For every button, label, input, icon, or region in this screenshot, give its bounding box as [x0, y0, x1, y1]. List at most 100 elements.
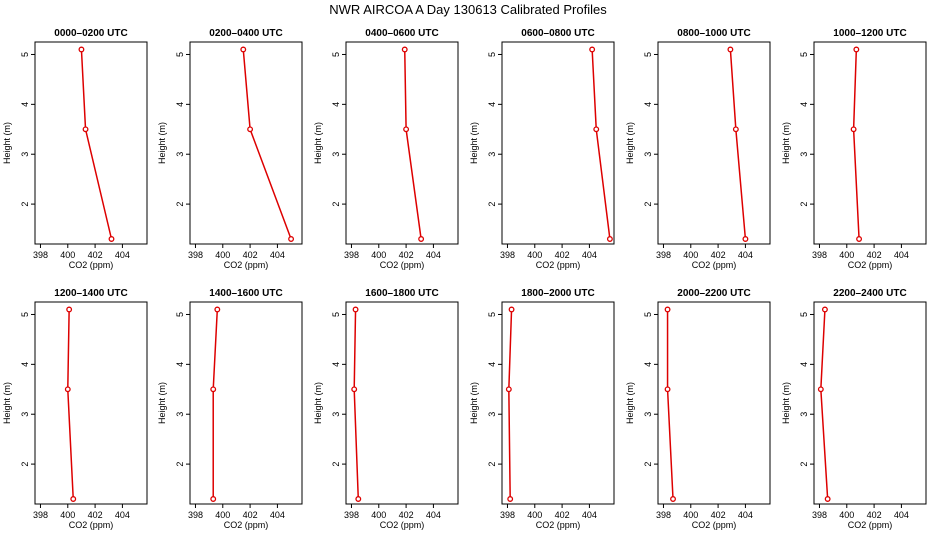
data-point	[593, 126, 600, 133]
y-tick-label: 2	[643, 202, 653, 207]
x-tick-label: 402	[555, 510, 570, 520]
y-axis-label: Height (m)	[313, 122, 323, 164]
x-tick-label: 404	[894, 250, 909, 260]
y-tick-label: 2	[487, 202, 497, 207]
y-tick-label: 3	[799, 412, 809, 417]
x-tick-label: 400	[60, 510, 75, 520]
panel-5: 1000–1200 UTC 398 400 402 404 2 3 4 5 CO2 (ppm) He…	[781, 28, 927, 270]
y-tick-label: 4	[643, 362, 653, 367]
y-tick-label: 4	[487, 102, 497, 107]
panel-11: 2200–2400 UTC 398 400 402 404 2 3 4 5 CO2 (ppm) He…	[781, 288, 927, 530]
y-tick-label: 2	[331, 202, 341, 207]
x-tick-label: 402	[711, 250, 726, 260]
y-tick-label: 5	[487, 312, 497, 317]
plot-frame	[34, 301, 148, 505]
panel-title: 1000–1200 UTC	[833, 28, 906, 39]
y-axis-label: Height (m)	[781, 382, 791, 424]
panel-title: 0400–0600 UTC	[365, 28, 438, 39]
plot-frame	[501, 41, 615, 245]
y-tick-label: 3	[643, 412, 653, 417]
panels-group: 0000–0200 UTC 398 400 402 404 2 3 4 5 CO2 (ppm) He…	[2, 28, 927, 530]
x-tick-label: 404	[270, 250, 285, 260]
x-axis-label: CO2 (ppm)	[224, 260, 269, 270]
profile-line	[353, 309, 360, 500]
x-tick-label: 398	[188, 510, 203, 520]
panel-1: 0200–0400 UTC 398 400 402 404 2 3 4 5 CO2 (ppm) He…	[157, 28, 303, 270]
data-point	[82, 126, 89, 133]
data-point	[505, 386, 512, 393]
y-tick-label: 4	[20, 102, 30, 107]
data-point	[664, 306, 671, 313]
x-tick-label: 398	[656, 250, 671, 260]
data-point	[732, 126, 739, 133]
x-tick-label: 400	[527, 510, 542, 520]
data-point	[351, 386, 358, 393]
x-axis-label: CO2 (ppm)	[380, 260, 425, 270]
x-tick-label: 400	[371, 510, 386, 520]
x-axis-label: CO2 (ppm)	[69, 520, 114, 530]
y-tick-label: 2	[20, 202, 30, 207]
x-axis-label: CO2 (ppm)	[224, 520, 269, 530]
x-tick-label: 398	[344, 510, 359, 520]
data-point	[589, 46, 596, 53]
x-tick-label: 404	[582, 250, 597, 260]
panel-6: 1200–1400 UTC 398 400 402 404 2 3 4 5 CO2 (ppm) He…	[2, 288, 148, 530]
profile-line	[666, 309, 674, 500]
panel-3: 0600–0800 UTC 398 400 402 404 2 3 4 5 CO2 (ppm) He…	[469, 28, 615, 270]
data-point	[824, 496, 831, 502]
panel-4: 0800–1000 UTC 398 400 402 404 2 3 4 5 CO2 (ppm) He…	[625, 28, 771, 270]
y-axis-label: Height (m)	[469, 122, 479, 164]
panel-title: 1200–1400 UTC	[54, 288, 127, 299]
plot-frame	[813, 41, 927, 245]
plot-frame	[189, 301, 303, 505]
plot-frame	[345, 41, 459, 245]
x-tick-label: 400	[839, 250, 854, 260]
y-tick-label: 5	[175, 312, 185, 317]
x-tick-label: 398	[656, 510, 671, 520]
data-point	[70, 496, 77, 502]
y-tick-label: 2	[643, 462, 653, 467]
profile-line	[852, 49, 860, 240]
y-tick-label: 3	[331, 152, 341, 157]
x-tick-label: 404	[426, 510, 441, 520]
x-tick-label: 402	[867, 510, 882, 520]
x-tick-label: 400	[215, 510, 230, 520]
x-tick-label: 400	[60, 250, 75, 260]
x-tick-label: 404	[738, 250, 753, 260]
plot-frame	[345, 301, 459, 505]
data-point	[821, 306, 828, 313]
panel-title: 0800–1000 UTC	[677, 28, 750, 39]
profile-line	[67, 309, 74, 500]
x-tick-label: 400	[371, 250, 386, 260]
panel-0: 0000–0200 UTC 398 400 402 404 2 3 4 5 CO2 (ppm) He…	[2, 28, 148, 270]
panel-9: 1800–2000 UTC 398 400 402 404 2 3 4 5 CO2 (ppm) He…	[469, 288, 615, 530]
x-tick-label: 404	[894, 510, 909, 520]
panel-2: 0400–0600 UTC 398 400 402 404 2 3 4 5 CO2 (ppm) He…	[313, 28, 459, 270]
x-axis-label: CO2 (ppm)	[692, 260, 737, 270]
y-tick-label: 5	[799, 312, 809, 317]
x-tick-label: 402	[88, 250, 103, 260]
x-tick-label: 398	[500, 250, 515, 260]
profile-line	[80, 49, 113, 240]
data-point	[856, 236, 863, 242]
profile-line	[820, 309, 829, 500]
y-axis-label: Height (m)	[469, 382, 479, 424]
y-axis-label: Height (m)	[625, 122, 635, 164]
x-tick-label: 398	[812, 250, 827, 260]
data-point	[288, 236, 295, 242]
y-tick-label: 4	[799, 362, 809, 367]
plot-frame	[34, 41, 148, 245]
panel-title: 0600–0800 UTC	[521, 28, 594, 39]
y-tick-label: 2	[175, 202, 185, 207]
y-tick-label: 2	[331, 462, 341, 467]
profile-line	[242, 49, 292, 240]
y-tick-label: 3	[331, 412, 341, 417]
x-tick-label: 400	[839, 510, 854, 520]
data-point	[352, 306, 359, 313]
y-tick-label: 5	[487, 52, 497, 57]
y-tick-label: 5	[20, 52, 30, 57]
x-tick-label: 402	[867, 250, 882, 260]
profile-line	[729, 49, 747, 240]
y-tick-label: 4	[331, 362, 341, 367]
data-point	[247, 126, 254, 133]
